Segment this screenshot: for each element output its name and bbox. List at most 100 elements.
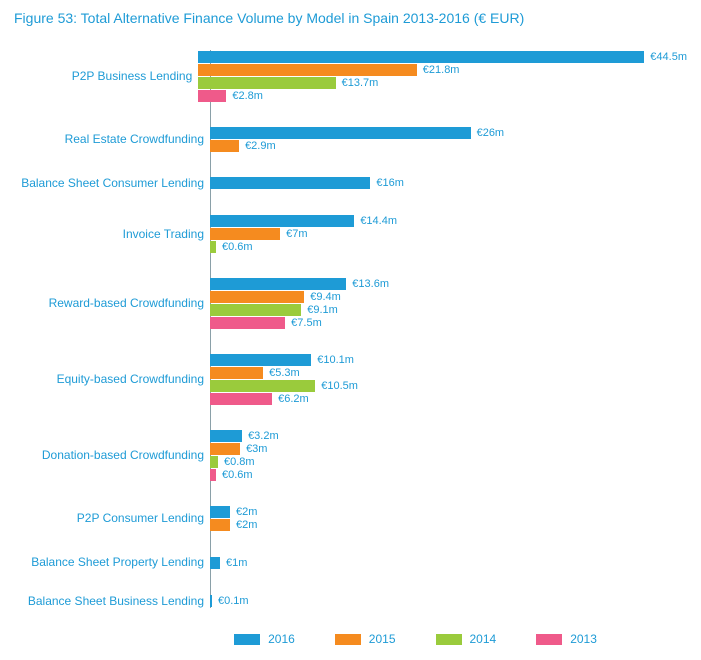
bar-value-label: €13.7m bbox=[342, 77, 379, 89]
bar-value-label: €9.4m bbox=[310, 291, 341, 303]
bar bbox=[198, 64, 416, 76]
bar-value-label: €44.5m bbox=[650, 51, 687, 63]
category-label: Invoice Trading bbox=[14, 227, 210, 241]
category-group: Real Estate Crowdfunding €26m €2.9m bbox=[14, 126, 687, 152]
bar bbox=[210, 228, 280, 240]
legend-item: 2015 bbox=[335, 632, 396, 646]
bar bbox=[198, 90, 226, 102]
bar bbox=[198, 77, 335, 89]
category-label: Equity-based Crowdfunding bbox=[14, 372, 210, 386]
bar-row: €16m bbox=[210, 177, 687, 190]
bars-wrap: €10.1m€5.3m€10.5m€6.2m bbox=[210, 353, 687, 405]
bar-row: €21.8m bbox=[198, 63, 687, 76]
bar bbox=[210, 443, 240, 455]
category-label: Balance Sheet Consumer Lending bbox=[14, 176, 210, 190]
chart-title: Figure 53: Total Alternative Finance Vol… bbox=[14, 10, 687, 26]
legend-item: 2013 bbox=[536, 632, 597, 646]
bar-value-label: €3m bbox=[246, 443, 267, 455]
bar-row: €10.1m bbox=[210, 353, 687, 366]
bar bbox=[210, 506, 230, 518]
bar bbox=[210, 430, 242, 442]
bar-row: €13.6m bbox=[210, 277, 687, 290]
bar-value-label: €2.9m bbox=[245, 140, 276, 152]
bar-value-label: €1m bbox=[226, 557, 247, 569]
bar-row: €0.6m bbox=[210, 468, 687, 481]
bar-value-label: €2m bbox=[236, 519, 257, 531]
bars-wrap: €26m €2.9m bbox=[210, 126, 687, 152]
bar-row: €2.9m bbox=[210, 139, 687, 152]
category-label: Balance Sheet Property Lending bbox=[14, 555, 210, 569]
legend-label: 2013 bbox=[570, 632, 597, 646]
bars-wrap: €3.2m€3m€0.8m€0.6m bbox=[210, 429, 687, 481]
bar bbox=[210, 291, 304, 303]
bar-value-label: €21.8m bbox=[423, 64, 460, 76]
bars-wrap: €2m€2m bbox=[210, 505, 687, 531]
bar bbox=[198, 51, 644, 63]
bar bbox=[210, 354, 311, 366]
bar bbox=[210, 393, 272, 405]
bar-row: €2m bbox=[210, 505, 687, 518]
bar bbox=[210, 557, 220, 569]
bar-row: €6.2m bbox=[210, 392, 687, 405]
category-label: Balance Sheet Business Lending bbox=[14, 594, 210, 608]
bar-row: €2.8m bbox=[198, 89, 687, 102]
category-group: P2P Consumer Lending€2m€2m bbox=[14, 505, 687, 531]
bar bbox=[210, 367, 263, 379]
bar-row: €2m bbox=[210, 518, 687, 531]
bar-value-label: €9.1m bbox=[307, 304, 338, 316]
category-group: Equity-based Crowdfunding€10.1m€5.3m€10.… bbox=[14, 353, 687, 405]
category-group: P2P Business Lending €44.5m €21.8m €13.7m€2… bbox=[14, 50, 687, 102]
legend-swatch bbox=[436, 634, 462, 645]
bar-row: €13.7m bbox=[198, 76, 687, 89]
bar bbox=[210, 469, 216, 481]
bars-wrap: €16m bbox=[210, 177, 687, 190]
legend-label: 2014 bbox=[470, 632, 497, 646]
bar-row: €1m bbox=[210, 556, 687, 569]
bar-value-label: €0.1m bbox=[218, 595, 249, 607]
bar bbox=[210, 215, 354, 227]
bar-value-label: €0.6m bbox=[222, 469, 253, 481]
category-label: Donation-based Crowdfunding bbox=[14, 448, 210, 462]
bar bbox=[210, 140, 239, 152]
bar-row: €9.1m bbox=[210, 303, 687, 316]
bar bbox=[210, 317, 285, 329]
bar-value-label: €0.6m bbox=[222, 241, 253, 253]
category-label: P2P Consumer Lending bbox=[14, 511, 210, 525]
bar-value-label: €0.8m bbox=[224, 456, 255, 468]
legend: 2016 2015 2014 2013 bbox=[14, 632, 687, 646]
bars-wrap: €0.1m bbox=[210, 594, 687, 607]
bar bbox=[210, 177, 370, 189]
legend-label: 2016 bbox=[268, 632, 295, 646]
legend-swatch bbox=[335, 634, 361, 645]
bars-wrap: €14.4m €7m €0.6m bbox=[210, 214, 687, 253]
bar bbox=[210, 241, 216, 253]
category-label: Reward-based Crowdfunding bbox=[14, 296, 210, 310]
bar-value-label: €6.2m bbox=[278, 393, 309, 405]
category-label: P2P Business Lending bbox=[14, 69, 198, 83]
bar-value-label: €7m bbox=[286, 228, 307, 240]
bar-value-label: €10.1m bbox=[317, 354, 354, 366]
legend-swatch bbox=[536, 634, 562, 645]
category-group: Invoice Trading €14.4m €7m €0.6m bbox=[14, 214, 687, 253]
bar-value-label: €26m bbox=[477, 127, 505, 139]
bar-row: €44.5m bbox=[198, 50, 687, 63]
category-group: Donation-based Crowdfunding€3.2m€3m€0.8m… bbox=[14, 429, 687, 481]
bar bbox=[210, 519, 230, 531]
category-group: Balance Sheet Business Lending €0.1m bbox=[14, 594, 687, 608]
bar-row: €0.1m bbox=[210, 594, 687, 607]
bar-row: €26m bbox=[210, 126, 687, 139]
bar-row: €7m bbox=[210, 227, 687, 240]
bar-value-label: €14.4m bbox=[360, 215, 397, 227]
category-label: Real Estate Crowdfunding bbox=[14, 132, 210, 146]
bar-value-label: €7.5m bbox=[291, 317, 322, 329]
bar bbox=[210, 595, 212, 607]
bar-row: €3m bbox=[210, 442, 687, 455]
bar-value-label: €10.5m bbox=[321, 380, 358, 392]
bar-value-label: €3.2m bbox=[248, 430, 279, 442]
category-group: Balance Sheet Property Lending €1m bbox=[14, 555, 687, 569]
bar bbox=[210, 456, 218, 468]
legend-item: 2016 bbox=[234, 632, 295, 646]
bars-wrap: €44.5m €21.8m €13.7m€2.8m bbox=[198, 50, 687, 102]
bar-value-label: €16m bbox=[376, 177, 404, 189]
bar-row: €10.5m bbox=[210, 379, 687, 392]
